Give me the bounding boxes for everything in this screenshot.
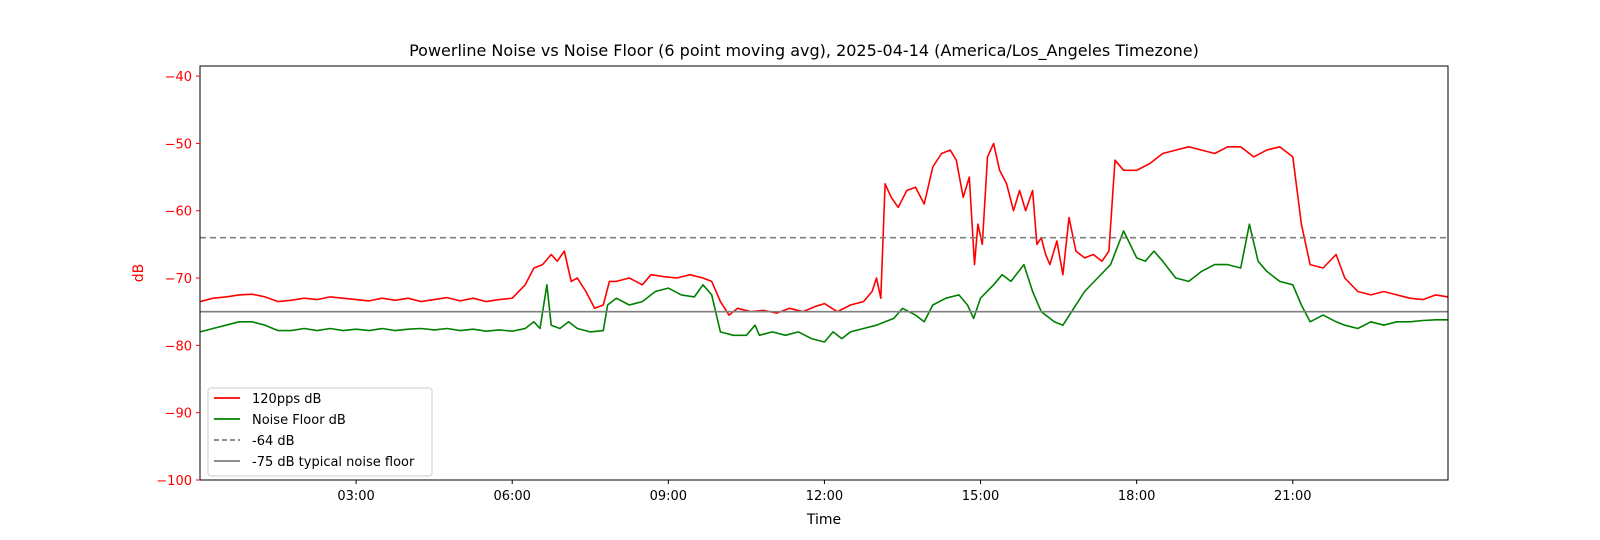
y-tick-label-3: −70 [165, 272, 192, 287]
series-line-1 [199, 223, 1448, 343]
legend-label-0: 120pps dB [252, 392, 321, 407]
series-layer [199, 142, 1449, 343]
legend-label-3: -75 dB typical noise floor [252, 455, 415, 470]
y-tick-label-0: −40 [165, 70, 192, 85]
x-tick-label-4: 15:00 [962, 489, 999, 504]
legend-label-1: Noise Floor dB [252, 413, 346, 428]
legend-box [207, 387, 433, 477]
x-tick-label-5: 18:00 [1118, 489, 1155, 504]
y-tick-label-2: −60 [165, 205, 192, 220]
chart-title: Powerline Noise vs Noise Floor (6 point … [409, 41, 1199, 61]
y-tick-label-4: −80 [165, 339, 192, 354]
x-tick-label-3: 12:00 [806, 489, 843, 504]
axis-layer: −40 −50 −60 −70 −80 −90 −100 03:00 06:00 09:00 12:… [156, 70, 1311, 504]
x-tick-label-1: 06:00 [493, 489, 530, 504]
x-tick-label-2: 09:00 [650, 489, 687, 504]
x-axis-label: Time [806, 512, 841, 528]
x-tick-label-0: 03:00 [337, 489, 374, 504]
series-line-0 [199, 142, 1449, 316]
x-tick-label-6: 21:00 [1274, 489, 1311, 504]
legend-label-2: -64 dB [252, 434, 295, 449]
y-tick-label-6: −100 [156, 474, 192, 489]
y-axis-label: dB [131, 264, 147, 283]
legend: 120pps dB Noise Floor dB -64 dB -75 dB typi… [207, 387, 433, 477]
y-tick-label-5: −90 [165, 407, 192, 422]
y-tick-label-1: −50 [165, 137, 192, 152]
